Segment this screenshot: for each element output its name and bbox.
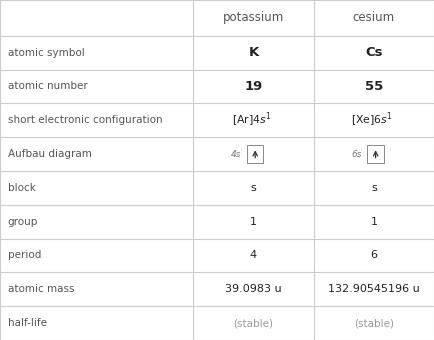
Text: 55: 55	[365, 80, 383, 93]
Text: 4: 4	[250, 251, 257, 260]
Text: short electronic configuration: short electronic configuration	[8, 115, 162, 125]
Text: Cs: Cs	[365, 46, 383, 59]
Text: 39.0983 u: 39.0983 u	[225, 284, 282, 294]
Text: 19: 19	[244, 80, 263, 93]
Text: 1: 1	[250, 217, 257, 227]
Text: 1: 1	[370, 217, 378, 227]
Text: group: group	[8, 217, 38, 227]
Text: atomic number: atomic number	[8, 81, 88, 91]
Text: s: s	[250, 183, 256, 193]
Text: potassium: potassium	[223, 11, 284, 24]
Text: half-life: half-life	[8, 318, 47, 328]
Text: block: block	[8, 183, 36, 193]
Text: 4s: 4s	[231, 150, 242, 158]
Text: s: s	[371, 183, 377, 193]
Text: 132.90545196 u: 132.90545196 u	[328, 284, 420, 294]
Text: $\mathregular{[Xe]6}s^{1}$: $\mathregular{[Xe]6}s^{1}$	[351, 111, 393, 130]
Text: (stable): (stable)	[233, 318, 273, 328]
Text: 6s: 6s	[352, 150, 362, 158]
Bar	[247, 145, 263, 164]
Text: Aufbau diagram: Aufbau diagram	[8, 149, 92, 159]
Text: K: K	[248, 46, 259, 59]
Text: atomic symbol: atomic symbol	[8, 48, 85, 57]
Text: $\mathregular{[Ar]4}s^{1}$: $\mathregular{[Ar]4}s^{1}$	[231, 111, 271, 130]
Text: period: period	[8, 251, 41, 260]
Text: 6: 6	[370, 251, 378, 260]
Bar	[367, 145, 384, 164]
Text: atomic mass: atomic mass	[8, 284, 74, 294]
Text: cesium: cesium	[353, 11, 395, 24]
Text: (stable): (stable)	[354, 318, 394, 328]
